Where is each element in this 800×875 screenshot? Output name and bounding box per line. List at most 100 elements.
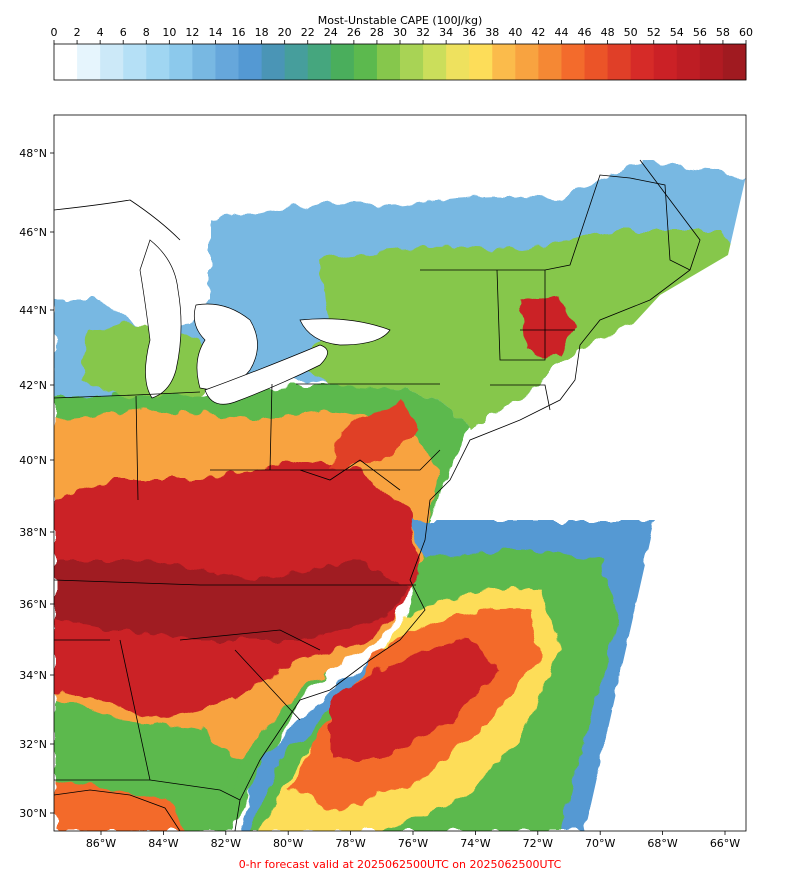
colorbar-cell	[561, 44, 585, 80]
colorbar-tick-label: 42	[531, 26, 545, 39]
field-north-blue	[54, 160, 746, 430]
lon-tick-label: 82°W	[211, 837, 241, 850]
colorbar-tick-label: 36	[462, 26, 476, 39]
lake-erie	[205, 345, 328, 404]
lat-tick-label: 42°N	[19, 379, 47, 392]
colorbar-tick-label: 44	[554, 26, 568, 39]
border-states-1	[54, 580, 416, 780]
colorbar-tick-label: 32	[416, 26, 430, 39]
lon-tick-label: 76°W	[398, 837, 428, 850]
colorbar-cell	[700, 44, 724, 80]
colorbar-cell	[239, 44, 263, 80]
colorbar-cell	[492, 44, 516, 80]
colorbar-tick-label: 24	[324, 26, 338, 39]
colorbar-cell	[54, 44, 78, 80]
field-ne-red	[520, 295, 575, 355]
field-land-red	[54, 460, 420, 720]
lat-tick-label: 38°N	[19, 526, 47, 539]
lat-tick-label: 48°N	[19, 147, 47, 160]
colorbar-tick-label: 16	[232, 26, 246, 39]
colorbar-cells	[54, 44, 747, 80]
lake-michigan	[140, 240, 181, 398]
colorbar-cell	[123, 44, 147, 80]
colorbar-tick-label: 34	[439, 26, 453, 39]
colorbar-cell	[677, 44, 701, 80]
field-ocean-blue	[240, 520, 655, 831]
colorbar-cell	[192, 44, 216, 80]
field-land-orange	[54, 410, 440, 790]
field-ocean-orange	[290, 608, 540, 810]
colorbar-cell	[654, 44, 678, 80]
colorbar-tick-label: 28	[370, 26, 384, 39]
colorbar-cell	[423, 44, 447, 80]
field-south-green	[54, 700, 240, 831]
colorbar-cell	[285, 44, 309, 80]
colorbar-tick-label: 46	[578, 26, 592, 39]
colorbar-tick-label: 26	[347, 26, 361, 39]
colorbar-tick-label: 40	[508, 26, 522, 39]
lon-tick-label: 68°W	[647, 837, 677, 850]
colorbar-tick-label: 48	[601, 26, 615, 39]
lake-ontario	[300, 319, 390, 345]
colorbar-cell	[77, 44, 101, 80]
colorbar-cell	[262, 44, 286, 80]
cape-field	[54, 160, 746, 831]
colorbar-ticks: 0 2 4 6 8 10 12 14 16 18 20 22 24 26 28 30 32 34 36 38 40 42 4…	[51, 26, 754, 44]
border-states-2	[136, 270, 575, 500]
boundaries	[54, 160, 700, 831]
lon-tick-label: 70°W	[585, 837, 615, 850]
field-ocean-yellow	[260, 588, 560, 831]
field-florida	[54, 780, 185, 831]
coastline-gulf	[54, 790, 180, 831]
colorbar-cell	[377, 44, 401, 80]
colorbar-cell	[631, 44, 655, 80]
colorbar-cell	[469, 44, 493, 80]
colorbar-cell	[723, 44, 747, 80]
field-land-darkred	[54, 560, 410, 640]
lon-tick-label: 74°W	[460, 837, 490, 850]
colorbar-cell	[146, 44, 170, 80]
lat-tick-label: 36°N	[19, 598, 47, 611]
border-canada	[54, 175, 690, 398]
lon-tick-label: 86°W	[86, 837, 116, 850]
colorbar-cell	[400, 44, 424, 80]
field-ocean-red	[330, 640, 500, 760]
colorbar-tick-label: 6	[120, 26, 127, 39]
coastline-michigan	[54, 200, 180, 240]
colorbar-cell	[100, 44, 124, 80]
lat-tick-label: 30°N	[19, 807, 47, 820]
lat-tick-label: 44°N	[19, 304, 47, 317]
colorbar-tick-label: 18	[255, 26, 269, 39]
colorbar-cell	[538, 44, 562, 80]
longitude-ticks: 86°W 84°W 82°W 80°W 78°W 76°W 74°W 72°W 70°W 68°W…	[86, 831, 740, 850]
colorbar-tick-label: 12	[185, 26, 199, 39]
coastline-atlantic	[235, 160, 700, 831]
colorbar-tick-label: 54	[670, 26, 684, 39]
colorbar-tick-label: 52	[647, 26, 661, 39]
colorbar-cell	[215, 44, 239, 80]
latitude-ticks: 30°N 32°N 34°N 36°N 38°N 40°N 42°N 44°N 46°N 48°N	[19, 147, 54, 820]
colorbar-tick-label: 0	[51, 26, 58, 39]
colorbar-cell	[608, 44, 632, 80]
lon-tick-label: 66°W	[710, 837, 740, 850]
colorbar-cell	[308, 44, 332, 80]
colorbar-tick-label: 60	[739, 26, 753, 39]
colorbar-tick-label: 2	[74, 26, 81, 39]
colorbar-cell	[446, 44, 470, 80]
lon-tick-label: 80°W	[273, 837, 303, 850]
colorbar-cell	[169, 44, 193, 80]
colorbar-tick-label: 56	[693, 26, 707, 39]
colorbar-cell	[585, 44, 609, 80]
field-north-green	[300, 230, 740, 430]
field-northwest-green	[80, 327, 215, 398]
lon-tick-label: 78°W	[335, 837, 365, 850]
lakes	[140, 240, 390, 404]
lat-tick-label: 46°N	[19, 226, 47, 239]
field-pa-red	[330, 400, 420, 470]
colorbar-tick-label: 58	[716, 26, 730, 39]
lon-tick-label: 72°W	[523, 837, 553, 850]
colorbar-tick-label: 14	[208, 26, 222, 39]
field-ocean-green	[250, 550, 620, 831]
colorbar-tick-label: 50	[624, 26, 638, 39]
